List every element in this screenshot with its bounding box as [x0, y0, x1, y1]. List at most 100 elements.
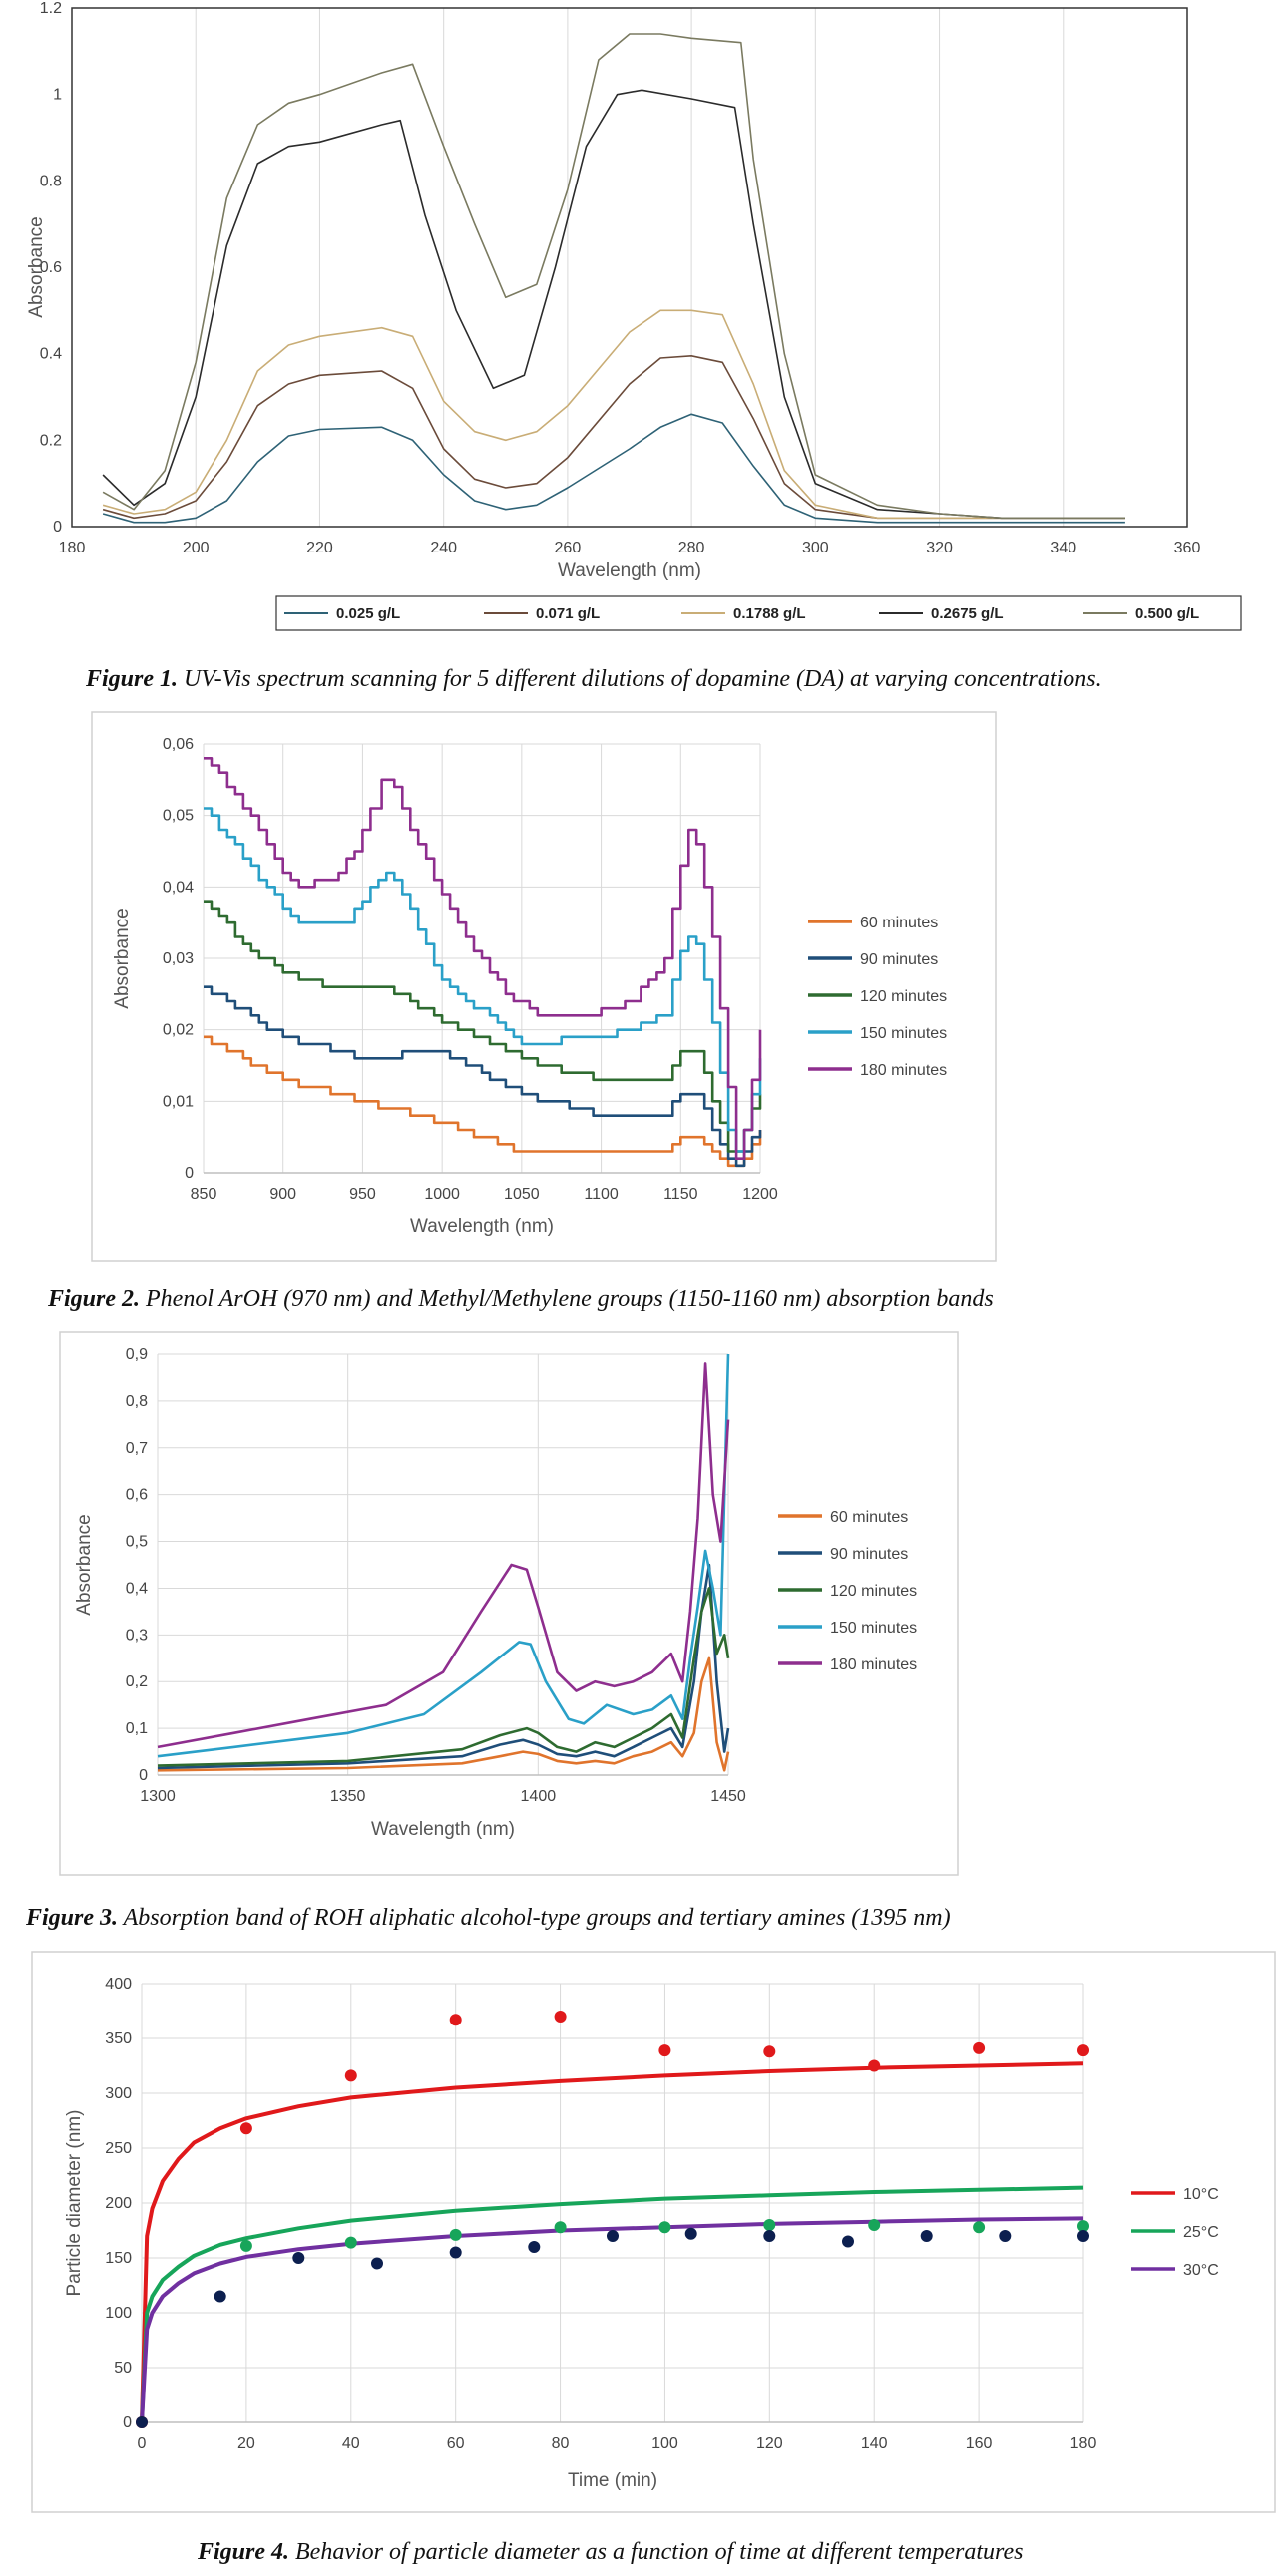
legend-label-2: 0.1788 g/L	[733, 605, 806, 622]
series-line-1	[204, 985, 762, 1168]
legend-label-1: 25°C	[1183, 2224, 1219, 2241]
y-tick-label: 1.2	[40, 0, 62, 17]
x-tick-label: 140	[861, 2435, 888, 2452]
y-tick-label: 0,4	[126, 1580, 148, 1597]
y-tick-label: 0,7	[126, 1440, 148, 1457]
figure-3-caption-text: Absorption band of ROH aliphatic alcohol…	[118, 1905, 951, 1931]
data-point-0	[658, 2044, 671, 2057]
data-point-1	[658, 2221, 671, 2234]
data-point-2	[999, 2230, 1012, 2242]
x-tick-label: 1100	[584, 1186, 619, 1203]
y-tick-label: 0,06	[163, 736, 194, 753]
data-point-1	[868, 2219, 881, 2231]
chart-frame	[31, 1951, 1276, 2513]
data-point-2	[371, 2257, 383, 2270]
figure-2-chart: 850 900 950 1000 1050 1100 1150 1200 0 0,01 0,02 0,…	[91, 711, 997, 1262]
data-point-1	[239, 2239, 252, 2252]
y-tick-label: 0.6	[40, 259, 62, 276]
plot-border	[71, 7, 1188, 528]
legend-label-3: 0.2675 g/L	[931, 605, 1004, 622]
series-line-4	[102, 33, 1125, 520]
y-tick-label: 250	[105, 2140, 132, 2157]
x-axis-title: Time (min)	[568, 2470, 657, 2491]
data-point-1	[449, 2228, 462, 2241]
y-tick-label: 0.8	[40, 173, 62, 189]
figure-3-caption-label: Figure 3.	[26, 1905, 119, 1931]
y-tick-label: 150	[105, 2250, 132, 2267]
x-tick-label: 80	[552, 2435, 570, 2452]
series-line-2	[157, 1587, 730, 1767]
y-tick-label: 0,1	[126, 1720, 148, 1737]
data-point-2	[528, 2241, 541, 2253]
x-tick-label: 180	[1070, 2435, 1097, 2452]
data-point-2	[214, 2290, 226, 2303]
figure-4-caption-label: Figure 4.	[198, 2539, 290, 2565]
x-axis-title: Wavelength (nm)	[371, 1819, 515, 1840]
x-tick-label: 1050	[504, 1186, 540, 1203]
legend-label-0: 60 minutes	[860, 915, 938, 931]
series-line-4	[204, 757, 762, 1160]
y-tick-label: 0,3	[126, 1627, 148, 1644]
x-axis-title: Wavelength (nm)	[558, 560, 701, 581]
x-tick-label: 160	[966, 2435, 993, 2452]
legend-label-4: 180 minutes	[830, 1656, 917, 1673]
legend-label-2: 120 minutes	[830, 1583, 917, 1600]
y-tick-label: 0.2	[40, 432, 62, 449]
x-tick-label: 220	[306, 540, 333, 556]
data-point-0	[1077, 2044, 1089, 2057]
data-point-2	[136, 2416, 148, 2428]
figure-3-caption: Figure 3. Absorption band of ROH aliphat…	[26, 1905, 951, 1932]
y-tick-label: 0.4	[40, 346, 62, 363]
y-tick-label: 100	[105, 2305, 132, 2322]
series-line-3	[102, 89, 1125, 520]
x-tick-label: 1450	[710, 1788, 746, 1805]
x-tick-label: 240	[430, 540, 457, 556]
x-tick-label: 100	[651, 2435, 678, 2452]
series-line-2	[204, 900, 762, 1153]
y-tick-label: 0,03	[163, 950, 194, 967]
series-line-3	[157, 1353, 730, 1758]
x-tick-label: 1200	[742, 1186, 778, 1203]
y-tick-label: 400	[105, 1976, 132, 1993]
legend-label-1: 90 minutes	[830, 1546, 908, 1563]
data-point-2	[684, 2227, 697, 2240]
series-line-1	[157, 1563, 730, 1770]
data-point-1	[344, 2236, 357, 2249]
figure-4-chart: 0 20 40 60 80 100 120 140 160 180 0 50 100 150 200 250 3…	[31, 1951, 1276, 2513]
figure-1-caption-text: UV-Vis spectrum scanning for 5 different…	[178, 666, 1102, 692]
y-axis-title: Absorbance	[74, 1514, 95, 1615]
data-point-1	[763, 2219, 776, 2231]
legend-label-1: 0.071 g/L	[536, 605, 600, 622]
y-tick-label: 0	[185, 1165, 194, 1182]
x-tick-label: 850	[191, 1186, 217, 1203]
x-tick-label: 1300	[140, 1788, 176, 1805]
y-tick-label: 0,6	[126, 1487, 148, 1504]
fit-line-1	[140, 2185, 1084, 2423]
y-tick-label: 350	[105, 2030, 132, 2047]
y-tick-label: 0,2	[126, 1673, 148, 1690]
legend-label-2: 30°C	[1183, 2262, 1219, 2279]
fit-line-0	[140, 2061, 1084, 2423]
figure-1-caption-label: Figure 1.	[86, 666, 179, 692]
y-tick-label: 0	[123, 2414, 132, 2431]
data-point-0	[344, 2069, 357, 2082]
x-tick-label: 1000	[424, 1186, 460, 1203]
data-point-1	[973, 2221, 986, 2234]
y-axis-title: Absorbance	[26, 216, 47, 317]
x-tick-label: 300	[802, 540, 829, 556]
figure-3-chart: 1300 1350 1400 1450 0 0,1 0,2 0,3 0,4 0,5 0,6 0,7 0,…	[59, 1331, 959, 1876]
x-tick-label: 360	[1174, 540, 1201, 556]
data-point-0	[449, 2014, 462, 2026]
x-tick-label: 280	[678, 540, 705, 556]
y-tick-label: 0	[139, 1767, 148, 1784]
x-tick-label: 1400	[521, 1788, 557, 1805]
legend-label-4: 180 minutes	[860, 1062, 947, 1079]
series-line-1	[102, 355, 1125, 520]
data-point-0	[763, 2045, 776, 2058]
y-tick-label: 0,5	[126, 1534, 148, 1551]
series-line-0	[204, 1035, 762, 1168]
y-tick-label: 50	[114, 2360, 132, 2377]
x-tick-label: 260	[555, 540, 582, 556]
x-tick-label: 340	[1050, 540, 1076, 556]
data-point-0	[239, 2122, 252, 2135]
